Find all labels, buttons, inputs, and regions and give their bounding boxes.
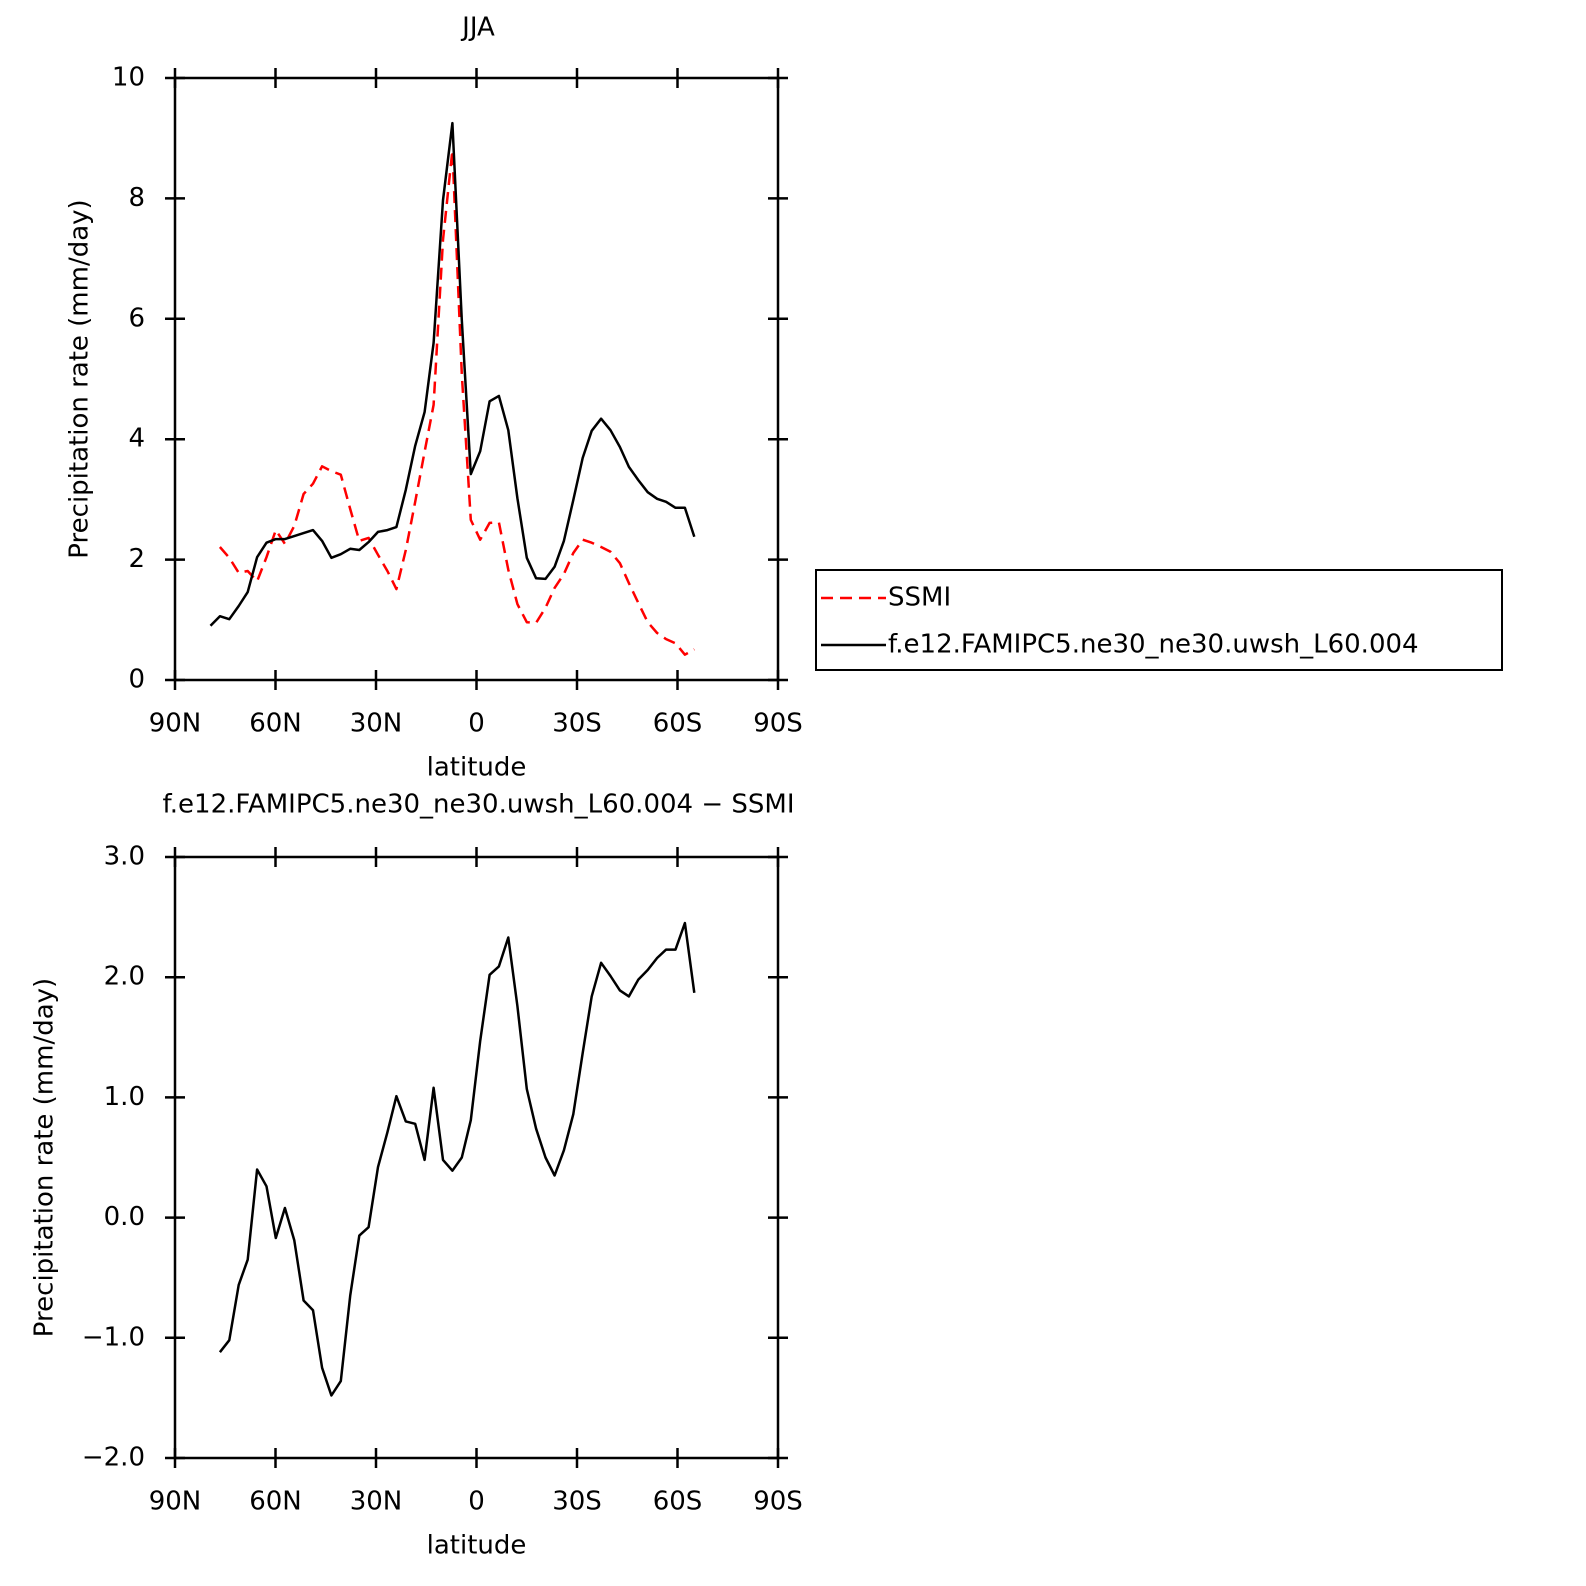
chart-title: JJA: [460, 13, 495, 43]
legend-label: f.e12.FAMIPC5.ne30_ne30.uwsh_L60.004: [888, 630, 1419, 660]
x-tick-label: 30S: [552, 1487, 602, 1517]
legend-label: SSMI: [888, 583, 951, 613]
y-tick-label: 2: [128, 544, 145, 574]
y-tick-label: 0: [128, 665, 145, 695]
x-tick-label: 0: [468, 1487, 485, 1517]
chart-title: f.e12.FAMIPC5.ne30_ne30.uwsh_L60.004 − S…: [163, 790, 795, 820]
y-tick-label: −1.0: [82, 1322, 145, 1352]
y-tick-label: 1.0: [104, 1082, 145, 1112]
y-axis-label: Precipitation rate (mm/day): [30, 978, 60, 1337]
x-tick-label: 0: [468, 709, 485, 739]
x-tick-label: 30N: [350, 1487, 403, 1517]
x-tick-label: 60S: [653, 709, 703, 739]
data-line: [218, 148, 695, 656]
x-axis-label: latitude: [427, 753, 527, 783]
y-tick-label: −2.0: [82, 1443, 145, 1473]
y-tick-label: 8: [128, 183, 145, 213]
plot-frame: [173, 76, 780, 682]
y-tick-label: 3.0: [104, 842, 145, 872]
x-tick-label: 30S: [552, 709, 602, 739]
y-tick-label: 10: [112, 63, 145, 93]
y-axis-label: Precipitation rate (mm/day): [65, 199, 95, 558]
x-tick-label: 90N: [149, 1487, 202, 1517]
data-line: [209, 121, 696, 627]
x-tick-label: 30N: [350, 709, 403, 739]
x-tick-label: 90S: [753, 709, 803, 739]
x-axis-label: latitude: [427, 1531, 527, 1561]
x-tick-label: 90S: [753, 1487, 803, 1517]
x-tick-label: 60N: [249, 1487, 302, 1517]
legend-box: [815, 569, 1503, 671]
data-line: [218, 921, 696, 1397]
y-tick-label: 4: [128, 424, 145, 454]
y-tick-label: 6: [128, 303, 145, 333]
y-tick-label: 2.0: [104, 962, 145, 992]
x-tick-label: 60S: [653, 1487, 703, 1517]
x-tick-label: 60N: [249, 709, 302, 739]
y-tick-label: 0.0: [104, 1202, 145, 1232]
x-tick-label: 90N: [149, 709, 202, 739]
